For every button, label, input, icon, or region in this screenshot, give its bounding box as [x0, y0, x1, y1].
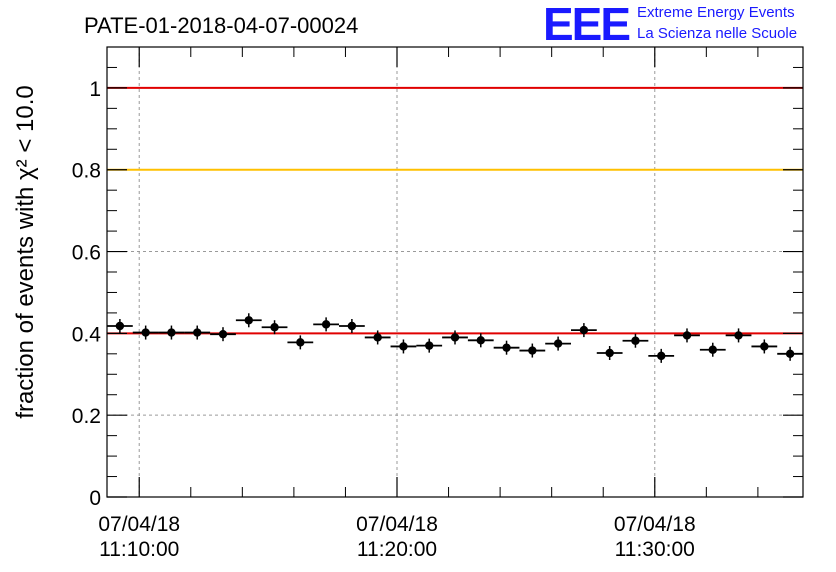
point-marker	[296, 338, 305, 347]
data-point	[390, 339, 417, 354]
eee-logo: EEE Extreme Energy Events La Scienza nel…	[543, 0, 797, 50]
point-marker	[760, 342, 769, 351]
x-tick-date: 07/04/18	[356, 513, 438, 536]
point-marker	[579, 325, 589, 335]
data-point	[158, 325, 185, 340]
point-marker	[167, 328, 176, 337]
point-marker	[425, 341, 434, 350]
data-point	[699, 342, 726, 357]
x-tick-time: 11:10:00	[99, 538, 179, 561]
data-point	[132, 325, 159, 340]
y-tick-label: 1	[89, 78, 101, 101]
x-tick-date: 07/04/18	[98, 513, 180, 536]
logo-line-1: Extreme Energy Events	[637, 4, 795, 21]
point-marker	[347, 321, 357, 331]
data-point	[313, 317, 339, 332]
point-marker	[734, 331, 743, 340]
x-tick-time: 11:30:00	[615, 538, 695, 561]
point-marker	[682, 331, 692, 340]
point-marker	[244, 316, 253, 325]
grid-lines	[107, 47, 803, 497]
y-tick-label: 0.2	[72, 405, 101, 428]
axis-ticks	[107, 47, 803, 498]
data-point	[751, 339, 778, 354]
data-points	[107, 313, 803, 363]
point-marker	[708, 345, 717, 354]
y-tick-label: 0.4	[72, 323, 102, 346]
data-point	[339, 319, 365, 333]
point-marker	[605, 348, 614, 358]
x-tick-time: 11:20:00	[357, 538, 437, 561]
data-point	[261, 320, 288, 335]
data-point	[725, 328, 752, 343]
data-point	[184, 325, 211, 340]
point-marker	[270, 323, 279, 332]
data-point	[416, 338, 443, 353]
data-point	[571, 323, 597, 338]
data-point	[519, 343, 546, 358]
data-point	[545, 336, 571, 351]
data-point	[210, 327, 236, 342]
y-tick-label: 0	[89, 487, 101, 510]
point-marker	[321, 320, 331, 329]
point-marker	[450, 333, 460, 342]
point-marker	[631, 336, 640, 345]
logo-letters: EEE	[543, 0, 629, 50]
logo-line-2: La Scienza nelle Scuole	[637, 25, 797, 42]
point-marker	[399, 342, 408, 351]
data-point	[648, 348, 675, 363]
point-marker	[553, 339, 563, 348]
point-marker	[373, 333, 382, 342]
data-point	[107, 319, 133, 333]
reference-lines	[107, 86, 803, 335]
x-tick-date: 07/04/18	[614, 513, 696, 536]
data-point	[596, 346, 623, 360]
data-point	[622, 333, 649, 348]
data-point	[442, 330, 468, 345]
point-marker	[141, 328, 150, 337]
point-marker	[785, 349, 795, 359]
point-marker	[476, 336, 485, 345]
data-point	[467, 333, 494, 348]
y-tick-label: 0.6	[72, 242, 101, 265]
data-point	[235, 313, 262, 328]
data-point	[364, 330, 391, 345]
y-axis-label: fraction of events with χ² < 10.0	[12, 85, 39, 418]
point-marker	[115, 321, 125, 331]
point-marker	[528, 346, 537, 355]
data-point	[674, 328, 700, 343]
point-marker	[193, 328, 202, 337]
point-marker	[502, 343, 511, 352]
data-point	[287, 335, 314, 350]
x-tick-labels: 07/04/1811:10:0007/04/1811:20:0007/04/18…	[98, 513, 695, 561]
point-marker	[218, 329, 228, 339]
point-marker	[657, 351, 666, 361]
y-tick-labels: 0 0.2 0.4 0.6 0.8 1	[72, 78, 102, 510]
plot-frame	[106, 46, 804, 498]
data-point	[493, 340, 520, 355]
y-tick-label: 0.8	[72, 160, 101, 183]
chart-title: PATE-01-2018-04-07-00024	[84, 13, 358, 38]
